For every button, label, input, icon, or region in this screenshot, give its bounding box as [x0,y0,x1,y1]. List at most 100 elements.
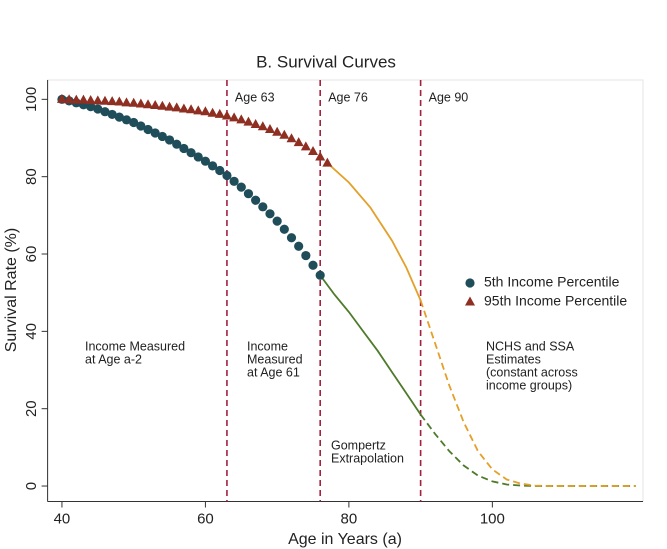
marker [150,100,161,110]
x-tick-label: 80 [341,510,358,527]
marker [179,143,189,154]
marker [136,121,146,131]
reference-label: Age 90 [429,90,469,104]
marker [114,112,124,122]
marker [207,161,218,171]
y-tick-label: 100 [23,87,40,112]
annotation: income groups) [486,378,572,392]
annotation: Extrapolation [331,451,404,465]
marker [164,135,175,145]
marker [264,123,275,133]
marker [114,96,125,106]
marker [322,157,333,167]
x-tick-label: 40 [54,510,71,527]
marker [178,103,189,113]
curve [419,300,636,487]
marker [85,94,96,104]
x-tick-label: 60 [197,510,214,527]
plot-area [47,79,644,502]
marker [301,250,311,261]
marker [135,98,146,108]
curve [326,162,422,301]
marker [279,224,289,234]
marker [78,94,89,104]
chart-title: B. Survival Curves [256,52,396,71]
marker [294,241,304,251]
marker [164,101,175,111]
marker [200,156,211,166]
marker [265,209,275,219]
marker [279,129,290,139]
marker [308,260,318,270]
marker [186,148,196,158]
marker [286,133,297,143]
annotation: (constant across [486,365,578,379]
marker [258,202,268,212]
marker [99,95,110,105]
reference-label: Age 63 [235,90,275,104]
marker [172,139,182,149]
marker [193,152,203,162]
marker [257,121,268,131]
marker [236,114,247,124]
marker [157,131,167,142]
marker [222,170,232,181]
marker [215,165,225,176]
y-tick-label: 60 [23,246,40,263]
marker [92,95,103,105]
curve [419,413,636,487]
marker [308,146,319,156]
reference-label: Age 76 [328,90,368,104]
annotation: Income [247,339,288,353]
annotation: Gompertz [331,438,386,452]
marker [100,107,110,117]
legend-marker [465,278,475,288]
marker [229,176,239,186]
x-tick-label: 100 [480,510,505,527]
annotation: Estimates [486,352,541,366]
marker [150,128,160,138]
marker [272,126,283,136]
marker [293,137,304,147]
annotation: at Age a-2 [85,352,142,366]
marker [229,112,240,122]
marker [315,270,325,280]
marker [71,94,82,104]
marker [200,106,211,116]
y-tick-label: 20 [23,400,40,417]
marker [64,94,75,104]
marker [272,216,282,226]
marker [121,115,132,125]
marker [93,104,103,114]
marker [56,93,67,103]
marker [300,141,311,151]
marker [157,100,168,110]
marker [250,118,261,128]
marker [251,195,261,205]
marker [128,97,139,107]
marker [207,107,218,117]
y-tick-label: 80 [23,168,40,185]
curve [319,274,422,416]
y-axis-label: Survival Rate (%) [3,228,20,352]
marker [171,102,182,112]
marker [243,116,254,126]
x-axis-label: Age in Years (a) [288,531,402,548]
marker [143,124,153,135]
marker [193,105,204,115]
marker [236,182,246,192]
marker [107,109,117,120]
marker [143,99,154,109]
legend-marker [465,296,475,306]
marker [86,102,96,112]
annotation: NCHS and SSA [486,339,575,353]
marker [315,151,326,161]
marker [243,189,254,199]
marker [186,104,197,114]
marker [286,233,297,243]
legend-label: 95th Income Percentile [484,293,627,309]
marker [121,97,132,107]
marker [129,117,139,128]
marker [214,108,225,118]
